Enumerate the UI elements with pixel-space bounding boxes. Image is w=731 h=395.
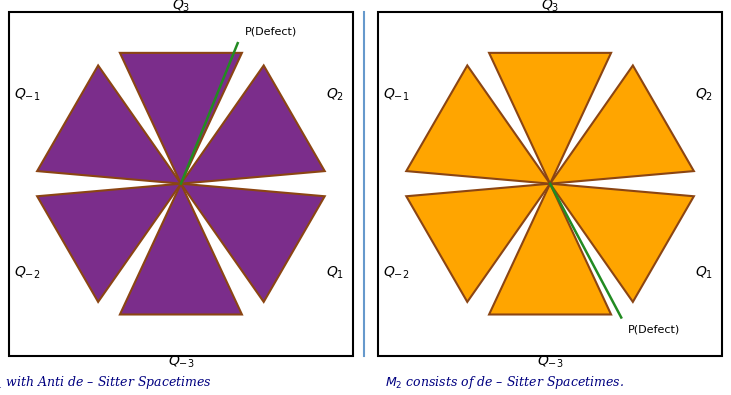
- Text: $M_1$ with Anti de – Sitter Spacetimes: $M_1$ with Anti de – Sitter Spacetimes: [0, 374, 212, 391]
- Text: $Q_{-3}$: $Q_{-3}$: [167, 353, 194, 370]
- Polygon shape: [181, 66, 325, 184]
- Polygon shape: [37, 184, 181, 302]
- Text: P(Defect): P(Defect): [628, 324, 681, 334]
- Text: $Q_{-1}$: $Q_{-1}$: [383, 87, 409, 103]
- Polygon shape: [181, 184, 325, 302]
- Polygon shape: [489, 53, 611, 184]
- Text: $Q_2$: $Q_2$: [326, 87, 344, 103]
- Text: $Q_3$: $Q_3$: [172, 0, 190, 14]
- Text: $M_2$ consists of de – Sitter Spacetimes.: $M_2$ consists of de – Sitter Spacetimes…: [385, 374, 624, 391]
- Text: $Q_2$: $Q_2$: [695, 87, 713, 103]
- Polygon shape: [489, 184, 611, 314]
- Text: $Q_1$: $Q_1$: [326, 264, 344, 281]
- Text: $Q_{-3}$: $Q_{-3}$: [537, 353, 564, 370]
- Text: $Q_{-2}$: $Q_{-2}$: [383, 264, 409, 281]
- Text: $Q_1$: $Q_1$: [695, 264, 713, 281]
- Polygon shape: [406, 66, 550, 184]
- Text: P(Defect): P(Defect): [245, 26, 297, 36]
- Text: $Q_{-1}$: $Q_{-1}$: [14, 87, 40, 103]
- Text: $Q_{-2}$: $Q_{-2}$: [14, 264, 40, 281]
- Polygon shape: [550, 66, 694, 184]
- Text: $Q_3$: $Q_3$: [541, 0, 559, 14]
- Polygon shape: [550, 184, 694, 302]
- Polygon shape: [37, 66, 181, 184]
- Polygon shape: [120, 184, 242, 314]
- Polygon shape: [406, 184, 550, 302]
- Polygon shape: [120, 53, 242, 184]
